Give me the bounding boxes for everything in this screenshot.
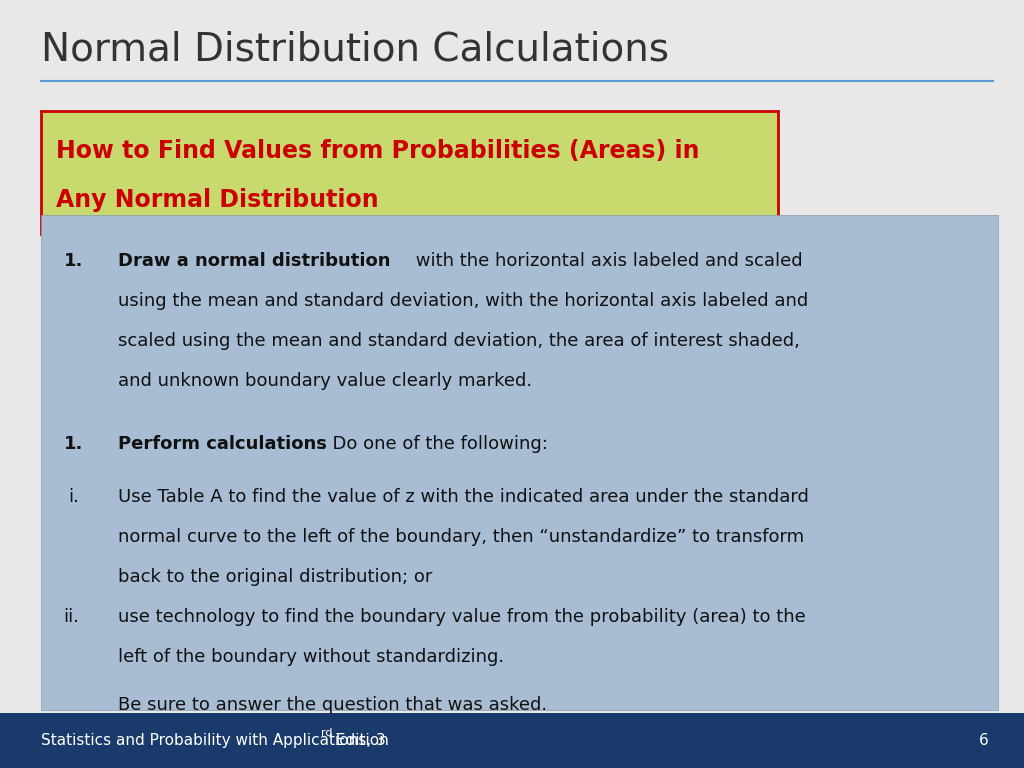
FancyBboxPatch shape [0,713,1024,768]
Text: Perform calculations: Perform calculations [118,435,327,452]
Text: 1.: 1. [63,252,83,270]
Text: How to Find Values from Probabilities (Areas) in: How to Find Values from Probabilities (A… [56,139,699,163]
Text: with the horizontal axis labeled and scaled: with the horizontal axis labeled and sca… [410,252,802,270]
Text: Normal Distribution Calculations: Normal Distribution Calculations [41,31,669,69]
FancyBboxPatch shape [41,215,998,710]
Text: ii.: ii. [63,608,80,626]
Text: using the mean and standard deviation, with the horizontal axis labeled and: using the mean and standard deviation, w… [118,292,808,310]
Text: 1.: 1. [63,435,83,452]
Text: Be sure to answer the question that was asked.: Be sure to answer the question that was … [118,696,547,713]
Text: scaled using the mean and standard deviation, the area of interest shaded,: scaled using the mean and standard devia… [118,332,800,349]
Text: 6: 6 [978,733,988,748]
Text: back to the original distribution; or: back to the original distribution; or [118,568,432,586]
Text: left of the boundary without standardizing.: left of the boundary without standardizi… [118,648,504,666]
Text: rd: rd [321,727,332,738]
Text: Edition: Edition [331,733,388,748]
Text: Draw a normal distribution: Draw a normal distribution [118,252,390,270]
Text: Statistics and Probability with Applications, 3: Statistics and Probability with Applicat… [41,733,386,748]
Text: and unknown boundary value clearly marked.: and unknown boundary value clearly marke… [118,372,531,389]
FancyBboxPatch shape [41,111,778,234]
Text: Use Table A to find the value of z with the indicated area under the standard: Use Table A to find the value of z with … [118,488,809,506]
Text: Any Normal Distribution: Any Normal Distribution [56,188,379,212]
Text: . Do one of the following:: . Do one of the following: [321,435,548,452]
Text: normal curve to the left of the boundary, then “unstandardize” to transform: normal curve to the left of the boundary… [118,528,804,546]
Text: i.: i. [69,488,80,506]
Text: use technology to find the boundary value from the probability (area) to the: use technology to find the boundary valu… [118,608,806,626]
